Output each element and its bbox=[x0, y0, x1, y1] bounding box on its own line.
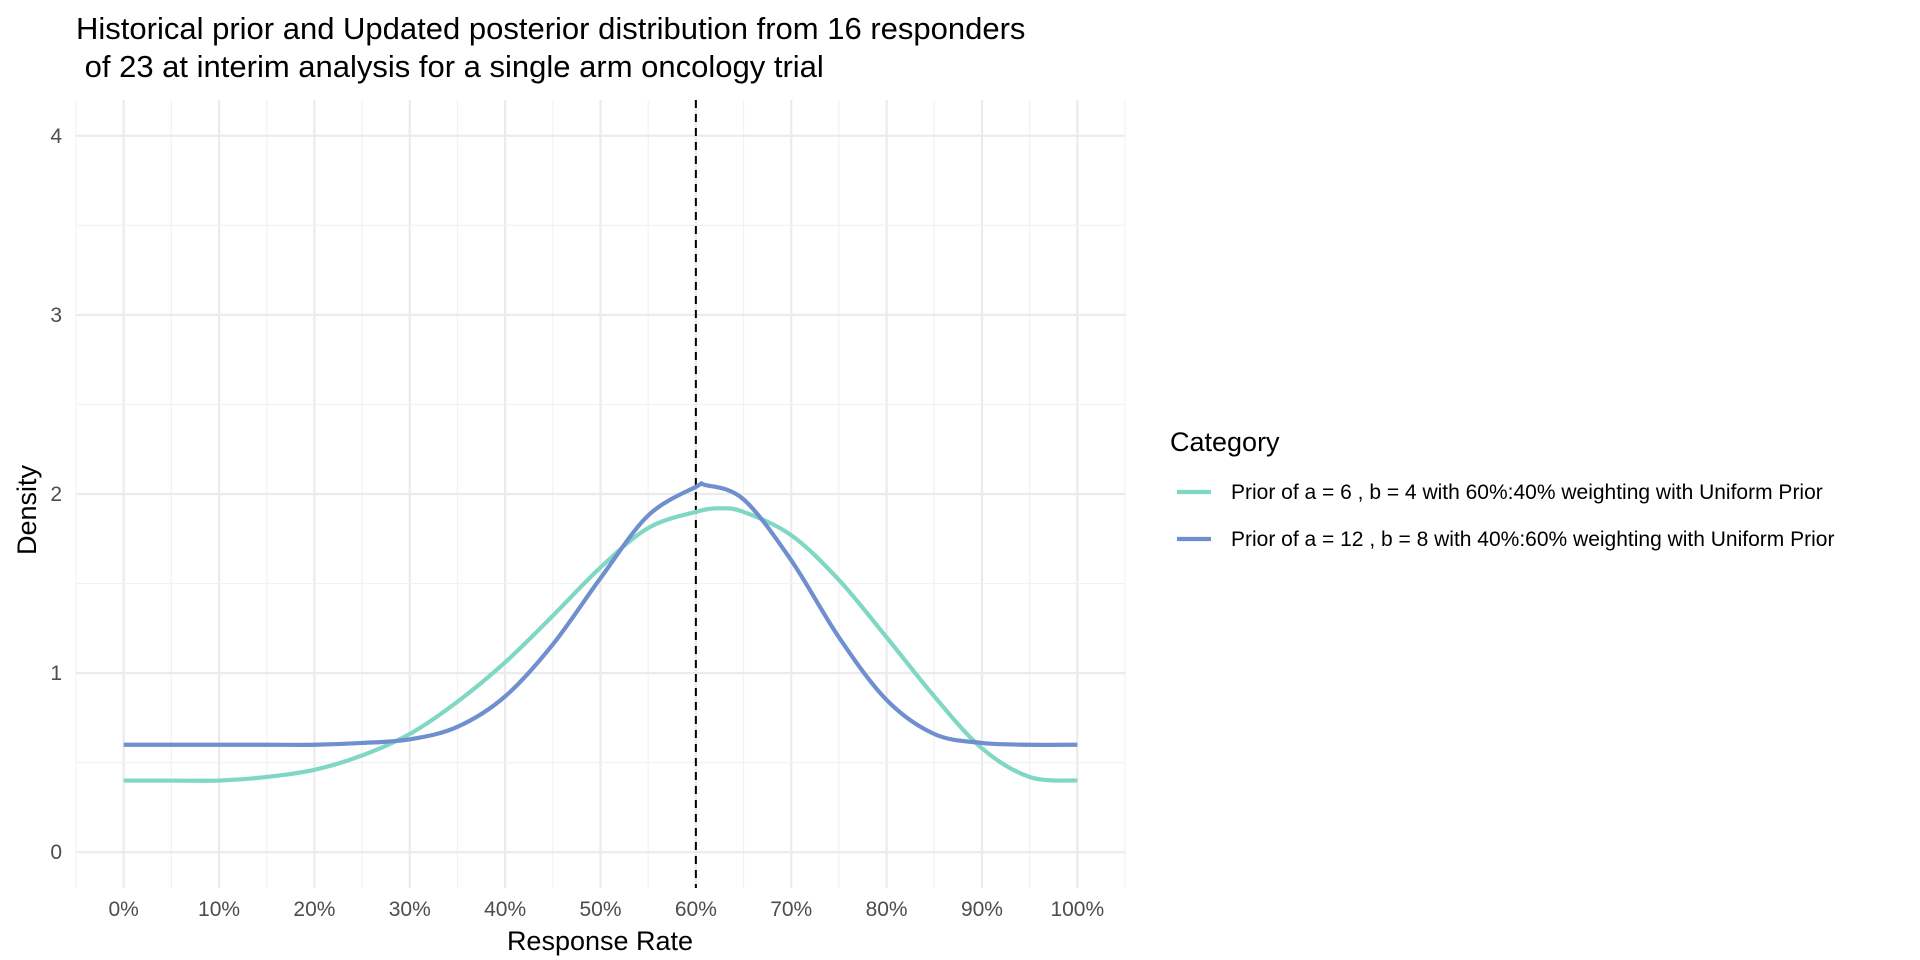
y-tick-label: 3 bbox=[50, 304, 62, 327]
y-axis-label: Density bbox=[12, 464, 42, 555]
x-tick-label: 10% bbox=[198, 898, 240, 921]
x-tick-label: 80% bbox=[866, 898, 908, 921]
y-axis: 0 1 2 3 4 bbox=[50, 125, 62, 864]
y-tick-label: 2 bbox=[50, 483, 62, 506]
legend-item-2: Prior of a = 12 , b = 8 with 40%:60% wei… bbox=[1177, 528, 1834, 551]
x-tick-label: 90% bbox=[961, 898, 1003, 921]
x-tick-label: 20% bbox=[293, 898, 335, 921]
x-tick-label: 30% bbox=[389, 898, 431, 921]
y-tick-label: 4 bbox=[50, 125, 62, 148]
series-line-2 bbox=[123, 481, 1078, 747]
legend: Category Prior of a = 6 , b = 4 with 60%… bbox=[1170, 427, 1834, 551]
x-axis: 0% 10% 20% 30% 40% 50% 60% 70% 80% 90% 100% bbox=[109, 898, 1105, 921]
legend-label: Prior of a = 6 , b = 4 with 60%:40% weig… bbox=[1231, 481, 1823, 504]
x-tick-label: 50% bbox=[579, 898, 621, 921]
title-line-2: of 23 at interim analysis for a single a… bbox=[76, 49, 824, 84]
title-line-1: Historical prior and Updated posterior d… bbox=[76, 11, 1025, 46]
series-line-1 bbox=[123, 506, 1078, 783]
x-tick-label: 40% bbox=[484, 898, 526, 921]
y-tick-label: 0 bbox=[50, 841, 62, 864]
x-axis-label: Response Rate bbox=[507, 926, 693, 956]
legend-items: Prior of a = 6 , b = 4 with 60%:40% weig… bbox=[1177, 481, 1834, 551]
series-group bbox=[123, 481, 1078, 783]
x-tick-label: 100% bbox=[1050, 898, 1104, 921]
chart-title: Historical prior and Updated posterior d… bbox=[76, 11, 1025, 84]
grid bbox=[75, 100, 1126, 888]
legend-label: Prior of a = 12 , b = 8 with 40%:60% wei… bbox=[1231, 528, 1834, 551]
x-tick-label: 70% bbox=[770, 898, 812, 921]
legend-item-1: Prior of a = 6 , b = 4 with 60%:40% weig… bbox=[1177, 481, 1823, 504]
x-tick-label: 60% bbox=[675, 898, 717, 921]
y-tick-label: 1 bbox=[50, 662, 62, 685]
legend-title: Category bbox=[1170, 427, 1280, 457]
x-tick-label: 0% bbox=[109, 898, 139, 921]
